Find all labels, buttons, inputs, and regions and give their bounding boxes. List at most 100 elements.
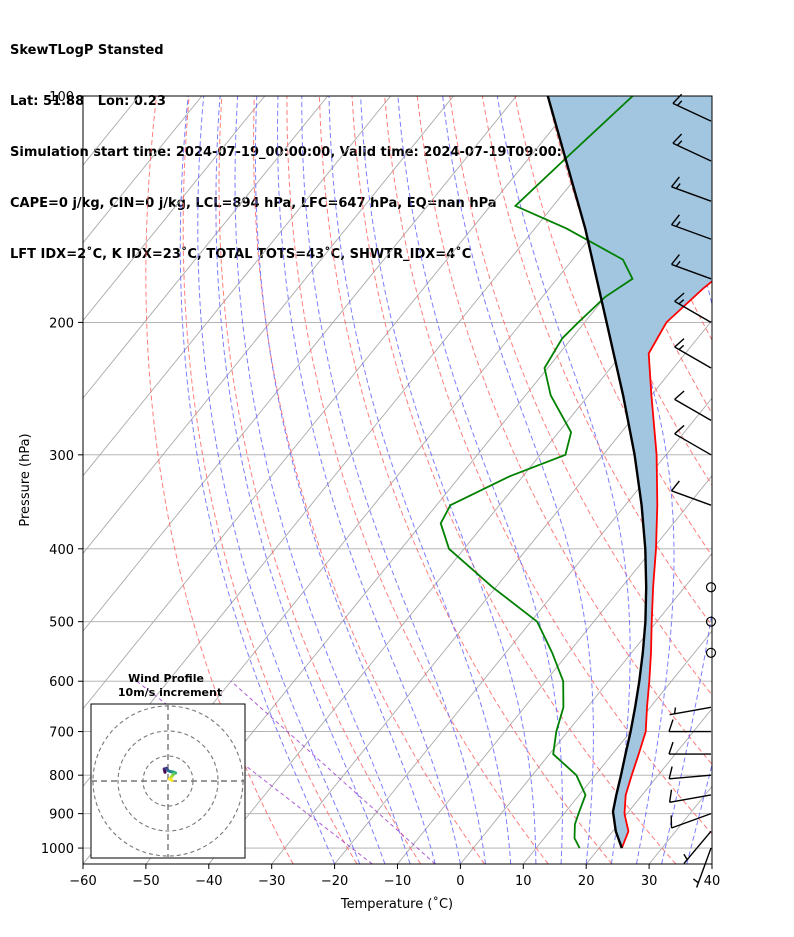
calm-wind-circle — [705, 616, 717, 627]
wind-barb-staff — [671, 812, 712, 829]
wind-barb — [670, 812, 712, 829]
wind-barb-flag — [668, 766, 673, 780]
wind-barb — [670, 480, 712, 506]
isotherm-line — [83, 96, 266, 322]
wind-barb-flag — [668, 719, 674, 732]
title-times: Simulation start time: 2024-07-19_00:00:… — [10, 145, 603, 160]
y-tick-label: 100 — [49, 90, 74, 105]
moist-adiabat-line — [711, 862, 712, 864]
x-tick-label: −20 — [321, 874, 348, 889]
wind-barb — [670, 176, 712, 202]
wind-barb-staff — [695, 847, 712, 888]
wind-barb-staff — [674, 433, 712, 456]
wind-barb — [670, 214, 712, 240]
dry-adiabat-line — [318, 96, 613, 864]
y-axis-label: Pressure (hPa) — [18, 433, 33, 526]
wind-barb-staff — [671, 263, 712, 280]
wind-barb — [674, 292, 712, 324]
moist-adiabat-line — [301, 96, 487, 864]
title-latlon: Lat: 51.88 Lon: 0.23 — [10, 94, 166, 109]
y-tick-label: 900 — [49, 808, 74, 823]
x-tick-label: −60 — [69, 874, 96, 889]
wind-barb-staff — [674, 300, 712, 324]
wind-barb-staff — [674, 398, 712, 422]
y-tick-label: 600 — [49, 675, 74, 690]
x-axis-label: Temperature (˚C) — [340, 896, 453, 912]
isotherm-line — [711, 863, 712, 864]
x-tick-label: −40 — [195, 874, 222, 889]
moist-adiabat-line — [397, 96, 563, 864]
isotherm-line — [460, 552, 712, 864]
dry-adiabat-line — [286, 96, 549, 864]
isotherm-line — [83, 96, 329, 399]
wind-barb-flag — [674, 338, 685, 348]
dry-adiabat-line — [514, 96, 712, 557]
wind-barb — [670, 254, 712, 280]
wind-barb — [683, 830, 712, 864]
dry-adiabat-line — [182, 96, 358, 864]
moist-adiabat-line — [360, 96, 537, 864]
moist-adiabat-line — [496, 96, 631, 864]
x-tick-label: 30 — [641, 874, 658, 889]
dry-adiabat-line — [145, 96, 294, 864]
calm-wind-circle — [705, 582, 717, 593]
wind-barb-half-flag — [678, 344, 685, 351]
wind-barb-half-flag — [678, 299, 685, 305]
moist-adiabat-line — [442, 96, 594, 864]
isotherm-line — [334, 397, 712, 864]
wind-barb-flag — [672, 133, 683, 144]
wind-barb — [674, 338, 712, 369]
y-tick-label: 700 — [49, 726, 74, 741]
isotherm-line — [83, 96, 454, 555]
wind-barb — [668, 789, 712, 803]
x-tick-label: −10 — [384, 874, 411, 889]
y-tick-label: 500 — [49, 616, 74, 631]
isotherm-line — [775, 96, 794, 864]
x-tick-label: −30 — [258, 874, 285, 889]
dewpoint-profile-line — [439, 96, 634, 849]
x-tick-label: 40 — [704, 874, 721, 889]
y-tick-label: 200 — [49, 316, 74, 331]
wind-barb-staff — [671, 224, 712, 240]
wind-barb — [674, 424, 712, 456]
wind-barb-staff — [669, 774, 712, 780]
wind-barb-half-flag — [676, 140, 683, 146]
wind-barb-flag — [668, 789, 673, 803]
temperature-profile-line — [620, 280, 712, 849]
inset-ring — [117, 730, 219, 832]
moist-adiabat-line — [737, 96, 794, 864]
wind-barb — [668, 766, 712, 780]
chart-header: SkewTLogP Stansted Lat: 51.88 Lon: 0.23 … — [10, 8, 603, 280]
wind-barb-half-flag — [675, 221, 681, 227]
wind-barb-half-flag — [692, 878, 699, 884]
moist-adiabat-line — [328, 96, 512, 864]
dry-adiabat-line — [449, 96, 712, 696]
dry-adiabat-line — [743, 96, 794, 864]
x-tick-label: 0 — [456, 874, 464, 889]
inset-subtitle: 10m/s increment — [118, 686, 222, 699]
isotherm-line — [83, 96, 391, 477]
isotherm-line — [83, 96, 580, 710]
wind-barb-flag — [670, 176, 680, 188]
wind-barb-half-flag — [683, 853, 688, 861]
wind-barb-staff — [672, 102, 712, 122]
isotherm-line — [208, 242, 712, 864]
wind-barb-flag — [674, 292, 685, 302]
title-cape-indices: CAPE=0 j/kg, CIN=0 j/kg, LCL=894 hPa, LF… — [10, 196, 497, 211]
dry-adiabat-line — [776, 96, 794, 864]
parcel-profile-line — [546, 96, 648, 849]
wind-barb-staff — [669, 706, 712, 716]
wind-barb — [669, 706, 712, 716]
wind-barb — [705, 582, 717, 593]
wind-barb-half-flag — [676, 100, 683, 106]
moist-adiabat-line — [649, 96, 712, 864]
dry-adiabat-line — [384, 96, 712, 835]
calm-wind-circle — [705, 647, 717, 658]
y-tick-label: 300 — [49, 449, 74, 464]
wind-barb-staff — [672, 142, 712, 162]
wind-barb-flag — [670, 214, 680, 226]
title-station: SkewTLogP Stansted — [10, 43, 164, 58]
hodograph-segment — [168, 777, 174, 782]
isotherm-line — [83, 96, 517, 632]
